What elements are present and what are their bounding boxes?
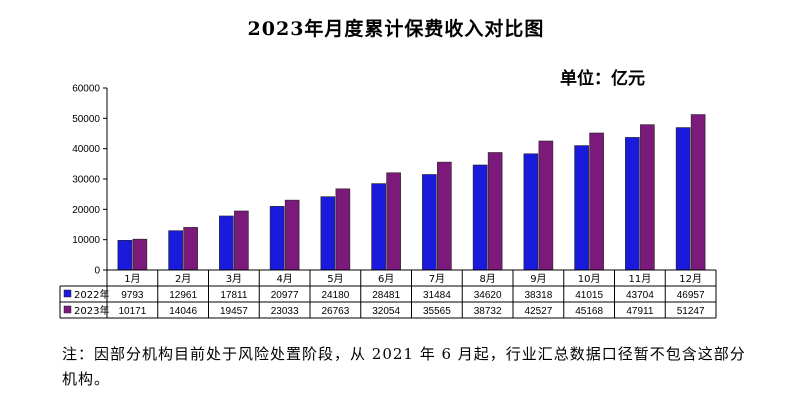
table-cell: 47911 [626,306,654,317]
bar-2023 [284,199,300,271]
chart-title: 2023年月度累计保费收入对比图 [247,18,545,40]
legend-swatch [63,305,72,314]
bar-2023 [386,172,401,271]
table-cell: 9793 [121,290,144,301]
table-cell: 24180 [321,290,349,301]
table-cell: 43704 [626,290,654,301]
x-tick-label: 8月 [479,273,495,285]
table-cell: 34620 [474,290,502,301]
bar-2022 [168,230,183,271]
table-cell: 46957 [677,290,705,301]
bar-2023 [132,238,148,271]
y-tick-label: 60000 [72,84,100,95]
bar-2023 [335,188,351,271]
bar-2022 [371,183,386,271]
bar-chart: 0 10000 20000 30000 40000 50000 60000 1月 2月 3月 4月… [59,84,717,319]
bar-2022 [523,153,539,271]
x-tick-label: 10月 [578,273,601,285]
table-cell: 19457 [220,306,248,317]
table-cell: 20977 [271,290,299,301]
table-cell: 23033 [271,306,299,317]
table-cell: 38732 [474,306,502,317]
y-tick-label: 10000 [72,235,100,246]
table-cell: 32054 [372,306,400,317]
bar-2022 [117,239,133,271]
table-cell: 10171 [118,306,146,317]
x-tick-label: 9月 [530,273,546,285]
y-tick-label: 50000 [72,114,100,125]
x-tick-label: 3月 [226,273,242,285]
table-cell: 12961 [169,290,197,301]
y-tick-label: 40000 [72,144,100,155]
table-cell: 45168 [575,306,603,317]
bar-2022 [472,164,488,271]
bar-2023 [589,132,604,271]
bar-2023 [234,210,249,271]
bar-2023 [640,124,655,271]
bar-2023 [690,114,706,271]
x-tick-label: 6月 [378,273,394,285]
bar-2022 [422,174,437,271]
table-cell: 41015 [575,290,603,301]
data-table: 1月 2月 3月 4月 5月 6月 7月 8月 9月 10月 11月 12月 2022年 9793 1296… [59,269,717,319]
bar-2022 [574,145,589,271]
table-cell: 14046 [169,306,197,317]
bar-2023 [437,161,452,271]
x-tick-label: 12月 [679,273,702,285]
y-tick-label: 30000 [72,175,100,186]
bar-2022 [219,215,234,271]
table-cell: 17811 [220,290,248,301]
table-cell: 38318 [524,290,552,301]
table-cell: 26763 [321,306,349,317]
table-cell: 51247 [677,306,705,317]
bar-2023 [183,227,198,271]
legend-label: 2022年 [74,288,109,301]
y-tick-label: 20000 [72,205,100,216]
x-tick-label: 11月 [629,273,652,285]
table-cell: 28481 [372,290,400,301]
bar-2022 [269,206,285,271]
table-cell: 31484 [423,290,451,301]
table-cell: 35565 [423,306,451,317]
bar-2022 [625,137,640,271]
x-tick-label: 4月 [276,273,292,285]
footnote: 注：因部分机构目前处于风险处置阶段，从 2021 年 6 月起，行业汇总数据口径… [62,345,746,388]
table-cell: 42527 [524,306,552,317]
legend-label: 2023年 [74,304,109,317]
y-tick-label: 0 [94,266,100,277]
bar-2023 [487,152,503,271]
bar-2022 [320,196,336,271]
bar-2023 [538,140,554,271]
x-tick-label: 5月 [327,273,343,285]
x-tick-label: 2月 [175,273,191,285]
x-tick-label: 1月 [124,273,140,285]
bar-2022 [675,127,691,271]
bars [117,114,706,271]
unit-label: 单位：亿元 [560,69,645,89]
legend-swatch [63,289,72,298]
x-tick-label: 7月 [429,273,445,285]
